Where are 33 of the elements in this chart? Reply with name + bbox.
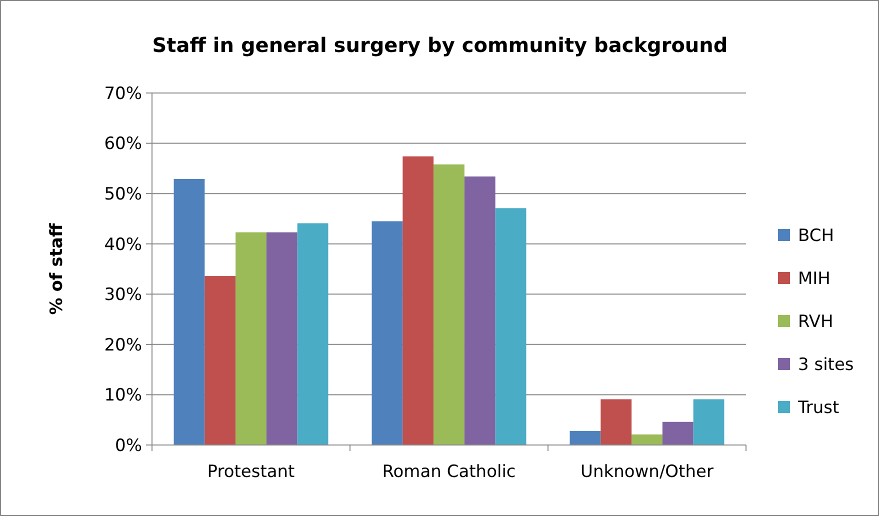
y-tick-label: 40% <box>104 234 142 255</box>
bar <box>236 232 266 445</box>
chart-title: Staff in general surgery by community background <box>152 33 728 57</box>
bar <box>600 399 632 445</box>
bar <box>495 208 526 445</box>
legend-label: RVH <box>798 312 834 332</box>
x-tick-label: Unknown/Other <box>580 462 714 482</box>
bar <box>297 223 328 445</box>
bar <box>266 232 298 445</box>
y-tick-label: 0% <box>115 436 142 456</box>
bar <box>662 422 694 445</box>
bar <box>693 399 724 445</box>
legend-label: 3 sites <box>798 354 854 375</box>
y-axis-title: % of staff <box>47 223 67 315</box>
bar <box>174 178 205 445</box>
bar <box>570 430 601 445</box>
bar <box>632 434 662 445</box>
y-tick-label: 50% <box>104 184 142 205</box>
bar <box>464 176 496 445</box>
bar <box>204 276 236 445</box>
bar <box>372 221 403 445</box>
y-tick-label: 70% <box>104 84 142 104</box>
legend-label: MIH <box>798 268 830 289</box>
x-tick-label: Protestant <box>207 462 296 482</box>
y-tick-label: 60% <box>104 134 142 154</box>
y-tick-label: 20% <box>104 335 142 356</box>
y-tick-label: 10% <box>104 386 142 406</box>
x-tick-label: Roman Catholic <box>382 462 516 482</box>
y-tick-label: 30% <box>104 285 142 306</box>
bar <box>434 164 464 445</box>
legend-label: Trust <box>797 398 840 418</box>
bar <box>402 156 434 445</box>
legend-label: BCH <box>798 226 834 246</box>
